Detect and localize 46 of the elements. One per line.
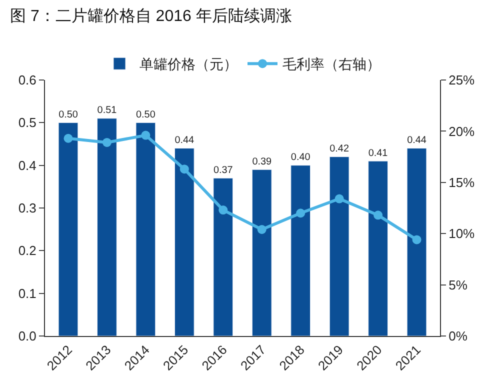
data-label: 0.51 <box>97 105 118 116</box>
point <box>374 210 383 220</box>
point <box>296 208 306 218</box>
data-label: 0.50 <box>58 109 78 120</box>
y-tick-label: 0.5 <box>18 115 36 130</box>
data-label: 0.44 <box>174 134 195 146</box>
bar <box>368 160 388 336</box>
legend-label: 毛利率（右轴） <box>282 56 380 72</box>
y2-tick-label: 20% <box>448 124 476 139</box>
point <box>412 235 422 244</box>
bar <box>174 148 194 336</box>
bar <box>329 156 350 336</box>
bar <box>213 178 234 336</box>
y-tick-label: 0.1 <box>18 286 36 301</box>
data-label: 0.42 <box>330 144 350 155</box>
data-label: 0.37 <box>213 164 234 176</box>
data-label: 0.40 <box>290 152 311 164</box>
bar <box>290 165 311 336</box>
y-tick-label: 0.3 <box>18 200 36 216</box>
data-label: 0.39 <box>252 156 272 168</box>
chart-title: 图 7：二片罐价格自 2016 年后陆续调涨 <box>10 6 292 25</box>
y2-tick-label: 15% <box>448 174 476 190</box>
data-label: 0.50 <box>136 109 156 120</box>
y-tick-label: 0.2 <box>18 243 36 258</box>
point <box>64 134 73 143</box>
point <box>257 225 266 234</box>
y2-tick-label: 25% <box>448 72 476 88</box>
point <box>334 194 344 204</box>
data-label: 0.44 <box>407 134 427 146</box>
point <box>218 206 228 215</box>
point <box>102 138 112 147</box>
y-tick-label: 0.6 <box>18 72 36 88</box>
y2-tick-label: 10% <box>448 226 476 242</box>
y-tick-label: 0.0 <box>18 328 36 344</box>
bar <box>97 118 117 336</box>
y-tick-label: 0.4 <box>18 158 36 173</box>
bar <box>252 169 272 336</box>
legend-label: 单罐价格（元） <box>140 56 238 72</box>
bar <box>406 148 427 336</box>
bar <box>58 122 78 336</box>
point <box>180 164 189 174</box>
y2-tick-label: 0% <box>448 328 468 344</box>
data-label: 0.41 <box>368 148 388 159</box>
bar <box>136 122 156 336</box>
point <box>141 130 150 140</box>
y2-tick-label: 5% <box>448 277 468 292</box>
